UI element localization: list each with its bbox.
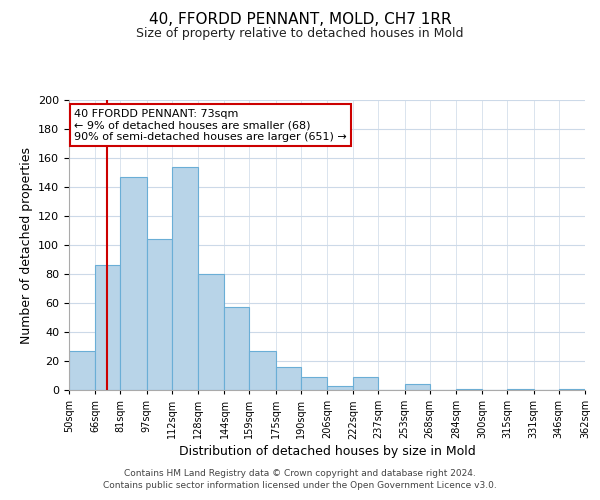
Bar xyxy=(172,166,198,390)
Bar xyxy=(69,351,95,390)
Bar xyxy=(198,274,224,390)
Text: Contains HM Land Registry data © Crown copyright and database right 2024.: Contains HM Land Registry data © Crown c… xyxy=(124,468,476,477)
Bar xyxy=(456,388,482,390)
Bar xyxy=(95,266,120,390)
Bar xyxy=(405,384,430,390)
Text: 40 FFORDD PENNANT: 73sqm
← 9% of detached houses are smaller (68)
90% of semi-de: 40 FFORDD PENNANT: 73sqm ← 9% of detache… xyxy=(74,108,347,142)
Text: Size of property relative to detached houses in Mold: Size of property relative to detached ho… xyxy=(136,28,464,40)
Bar xyxy=(507,388,534,390)
Bar xyxy=(147,239,172,390)
Bar xyxy=(276,367,301,390)
Bar xyxy=(559,388,585,390)
Text: Contains public sector information licensed under the Open Government Licence v3: Contains public sector information licen… xyxy=(103,481,497,490)
Bar xyxy=(120,177,147,390)
X-axis label: Distribution of detached houses by size in Mold: Distribution of detached houses by size … xyxy=(179,446,475,458)
Bar xyxy=(224,308,249,390)
Y-axis label: Number of detached properties: Number of detached properties xyxy=(20,146,32,344)
Bar xyxy=(301,377,327,390)
Bar xyxy=(353,377,378,390)
Bar xyxy=(249,351,276,390)
Text: 40, FFORDD PENNANT, MOLD, CH7 1RR: 40, FFORDD PENNANT, MOLD, CH7 1RR xyxy=(149,12,451,28)
Bar xyxy=(327,386,353,390)
